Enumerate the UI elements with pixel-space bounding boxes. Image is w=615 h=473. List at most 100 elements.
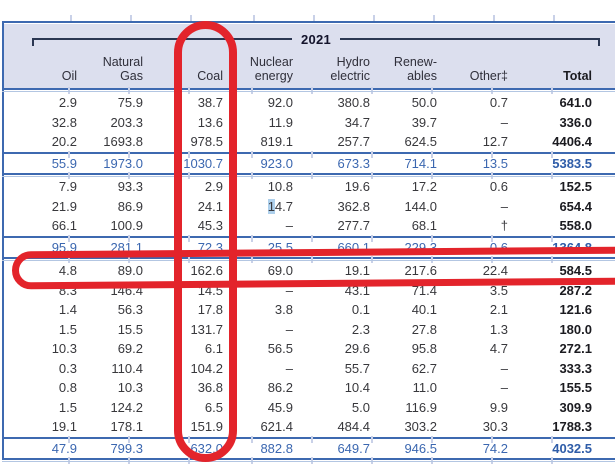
cell-nuclear: – (285, 282, 293, 298)
cell-total: 1788.3 (552, 419, 592, 434)
section-rule (2, 150, 615, 158)
cell-nuclear: – (285, 321, 293, 337)
cell-other: 74.2 (482, 440, 508, 456)
cell-natural_gas: 1973.0 (103, 155, 143, 171)
table-left-border (2, 21, 4, 459)
column-tick (188, 256, 190, 263)
cell-total: 558.0 (559, 218, 592, 233)
cell-total: 152.5 (559, 179, 592, 194)
column-tick (551, 457, 553, 464)
cell-natural_gas: 178.1 (110, 419, 143, 434)
table-body: 2.9 75.9 38.7 92.0 380.8 50.0 0.7 641.0 32.8 203.… (2, 87, 615, 464)
cell-renewables: 68.1 (411, 218, 437, 233)
cell-oil: 1.4 (58, 302, 77, 317)
table-row: 21.9 86.9 24.1 14.7 362.8 144.0 – 654.4 (4, 197, 615, 217)
column-tick (188, 457, 190, 464)
column-tick (431, 150, 433, 158)
cell-renewables: 27.8 (411, 321, 437, 337)
cell-total: 5383.5 (552, 155, 592, 171)
cell-renewables: 714.1 (404, 155, 437, 171)
cell-oil: 55.9 (51, 155, 77, 171)
column-tick (188, 172, 190, 179)
cell-oil: 8.3 (58, 282, 77, 298)
cell-total: 287.2 (559, 282, 592, 298)
cell-other: 30.3 (482, 419, 508, 434)
cell-natural_gas: 93.3 (117, 179, 143, 194)
bracket-line-right (340, 38, 600, 46)
column-header-natural_gas: Natural Gas (102, 55, 143, 83)
cell-other: 0.6 (489, 239, 508, 255)
column-tick (431, 87, 433, 94)
cell-renewables: 40.1 (411, 302, 437, 317)
cell-total: 333.3 (559, 360, 592, 376)
table-row: 2.9 75.9 38.7 92.0 380.8 50.0 0.7 641.0 (4, 93, 615, 113)
column-tick (311, 172, 313, 179)
column-tick (431, 457, 433, 464)
cell-other: 4.7 (489, 341, 508, 356)
cell-natural_gas: 69.2 (117, 341, 143, 356)
cell-hydro: 0.1 (351, 302, 370, 317)
cell-hydro: 10.4 (344, 380, 370, 395)
column-tick (68, 256, 70, 263)
column-tick (68, 435, 70, 443)
cell-renewables: 50.0 (411, 95, 437, 110)
cell-oil: 4.8 (58, 263, 77, 278)
column-header-oil: Oil (61, 68, 77, 83)
cell-natural_gas: 86.9 (117, 198, 143, 214)
column-tick (371, 87, 373, 94)
cell-nuclear: 882.8 (260, 440, 293, 456)
cell-nuclear: 14.7 (267, 198, 293, 214)
column-tick (128, 172, 130, 179)
cell-coal: 38.7 (197, 95, 223, 110)
cell-nuclear: – (285, 218, 293, 233)
column-header-coal: Coal (197, 68, 223, 83)
column-tick (491, 256, 493, 263)
column-tick (70, 15, 72, 21)
column-tick (130, 15, 132, 21)
column-tick (311, 435, 313, 443)
cell-coal: 978.5 (190, 134, 223, 149)
column-tick (491, 435, 493, 443)
cell-oil: 19.1 (51, 419, 77, 434)
cell-other: 9.9 (489, 399, 508, 415)
column-tick (371, 150, 373, 158)
table-row: 32.8 203.3 13.6 11.9 34.7 39.7 – 336.0 (4, 113, 615, 133)
total-row: 95.9 281.1 72.3 25.5 660.1 229.3 0.6 1364.8 (4, 238, 615, 258)
cell-other: – (500, 380, 508, 395)
cell-other: 0.7 (489, 95, 508, 110)
cell-coal: 104.2 (190, 360, 223, 376)
cell-nuclear: 11.9 (268, 114, 293, 130)
column-tick (68, 457, 70, 464)
column-tick (251, 435, 253, 443)
cell-coal: 2.9 (204, 179, 223, 194)
column-tick (551, 435, 553, 443)
table-row: 19.1 178.1 151.9 621.4 484.4 303.2 30.3 1788.3 (4, 417, 615, 437)
cell-renewables: 116.9 (405, 399, 437, 415)
cell-coal: 131.7 (190, 321, 223, 337)
cell-natural_gas: 1693.8 (103, 134, 143, 149)
column-tick (551, 256, 553, 263)
column-tick (431, 234, 433, 242)
cell-total: 155.5 (559, 380, 592, 395)
column-tick (253, 15, 255, 21)
column-tick (491, 87, 493, 94)
year-label: 2021 (300, 31, 332, 47)
column-tick (311, 457, 313, 464)
column-header-nuclear: Nuclear energy (249, 55, 293, 83)
cell-coal: 24.1 (197, 198, 223, 214)
year-bracket: 2021 (32, 31, 600, 47)
cell-renewables: 144.0 (404, 198, 437, 214)
total-row: 55.9 1973.0 1030.7 923.0 673.3 714.1 13.5 5383.… (4, 154, 615, 174)
section-rule (2, 172, 615, 179)
cell-other: – (500, 360, 508, 376)
column-tick (371, 435, 373, 443)
cell-total: 121.6 (559, 302, 592, 317)
cell-oil: 7.9 (58, 179, 77, 194)
highlighted-row: 4.8 89.0 162.6 69.0 19.1 217.6 22.4 584.5 (4, 261, 615, 281)
column-tick (251, 87, 253, 94)
column-tick (251, 150, 253, 158)
cell-oil: 0.3 (58, 360, 77, 376)
bracket-line-left (32, 38, 292, 46)
column-tick (68, 87, 70, 94)
cell-other: 13.5 (482, 155, 508, 171)
